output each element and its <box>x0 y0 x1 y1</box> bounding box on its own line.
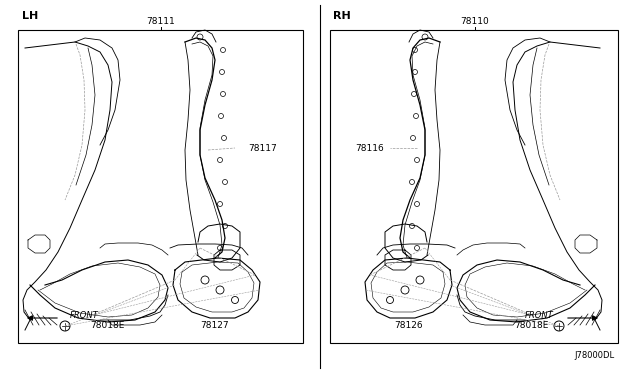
Text: 78127: 78127 <box>201 321 229 330</box>
Text: 78117: 78117 <box>248 144 276 153</box>
Text: 78018E: 78018E <box>515 321 549 330</box>
Text: 78116: 78116 <box>355 144 384 153</box>
Text: 78018E: 78018E <box>90 321 124 330</box>
Text: FRONT: FRONT <box>525 311 554 321</box>
Text: LH: LH <box>22 11 38 21</box>
Text: 78111: 78111 <box>147 16 175 26</box>
Bar <box>18 30 303 343</box>
Bar <box>330 30 618 343</box>
Text: J78000DL: J78000DL <box>575 352 615 360</box>
Text: FRONT: FRONT <box>70 311 99 321</box>
Text: RH: RH <box>333 11 351 21</box>
Text: 78126: 78126 <box>395 321 423 330</box>
Text: 78110: 78110 <box>461 16 490 26</box>
